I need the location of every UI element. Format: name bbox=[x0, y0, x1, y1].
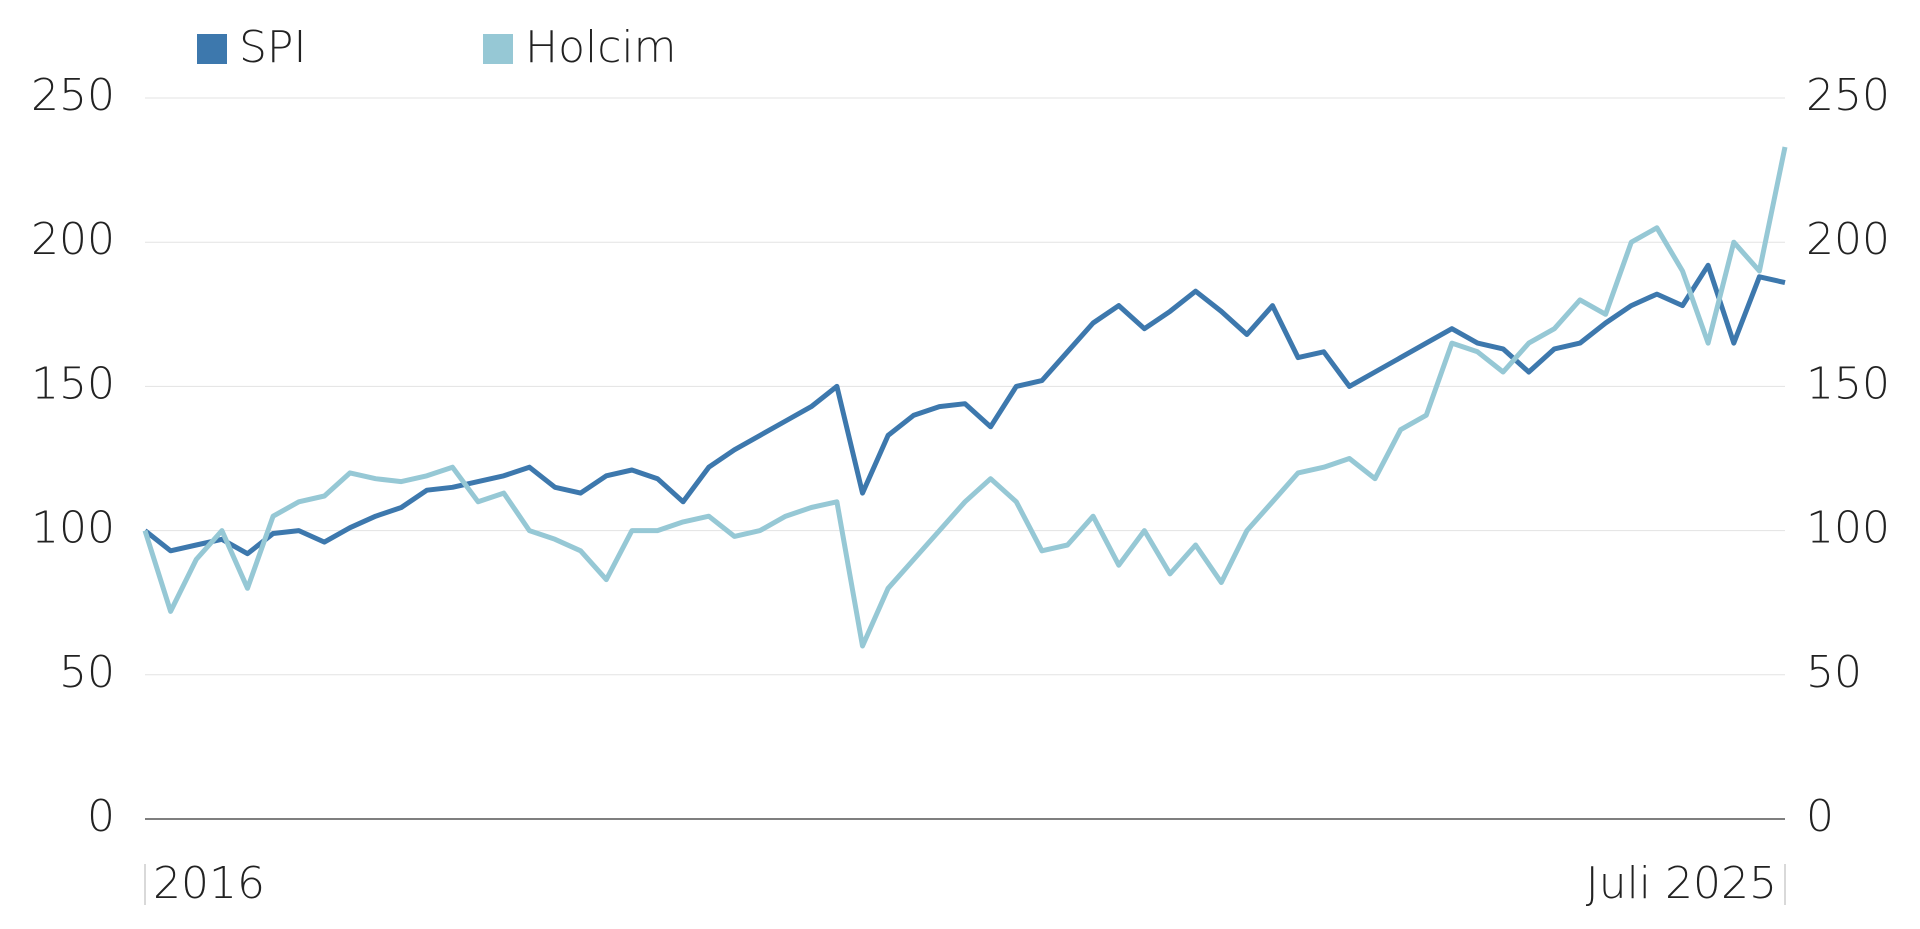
y2-tick-label: 100 bbox=[1806, 503, 1890, 554]
legend-swatch bbox=[197, 34, 227, 64]
legend-label: SPI bbox=[239, 22, 306, 73]
y-tick-label: 100 bbox=[31, 503, 115, 554]
y-tick-label: 200 bbox=[31, 214, 115, 265]
y-tick-label: 150 bbox=[31, 358, 115, 409]
y2-tick-label: 250 bbox=[1806, 70, 1890, 121]
series-line bbox=[142, 146, 1788, 649]
y2-tick-label: 0 bbox=[1806, 791, 1834, 842]
y2-tick-label: 150 bbox=[1806, 358, 1890, 409]
y2-tick-label: 50 bbox=[1806, 647, 1862, 698]
x-tick-label: Juli 2025 bbox=[1586, 858, 1777, 909]
y-tick-label: 50 bbox=[59, 647, 115, 698]
y-tick-label: 250 bbox=[31, 70, 115, 121]
series-line bbox=[143, 262, 1786, 557]
y2-tick-label: 200 bbox=[1806, 214, 1890, 265]
x-tick-label: 2016 bbox=[153, 858, 265, 909]
legend-label: Holcim bbox=[525, 22, 677, 73]
legend-swatch bbox=[483, 34, 513, 64]
y-tick-label: 0 bbox=[87, 791, 115, 842]
